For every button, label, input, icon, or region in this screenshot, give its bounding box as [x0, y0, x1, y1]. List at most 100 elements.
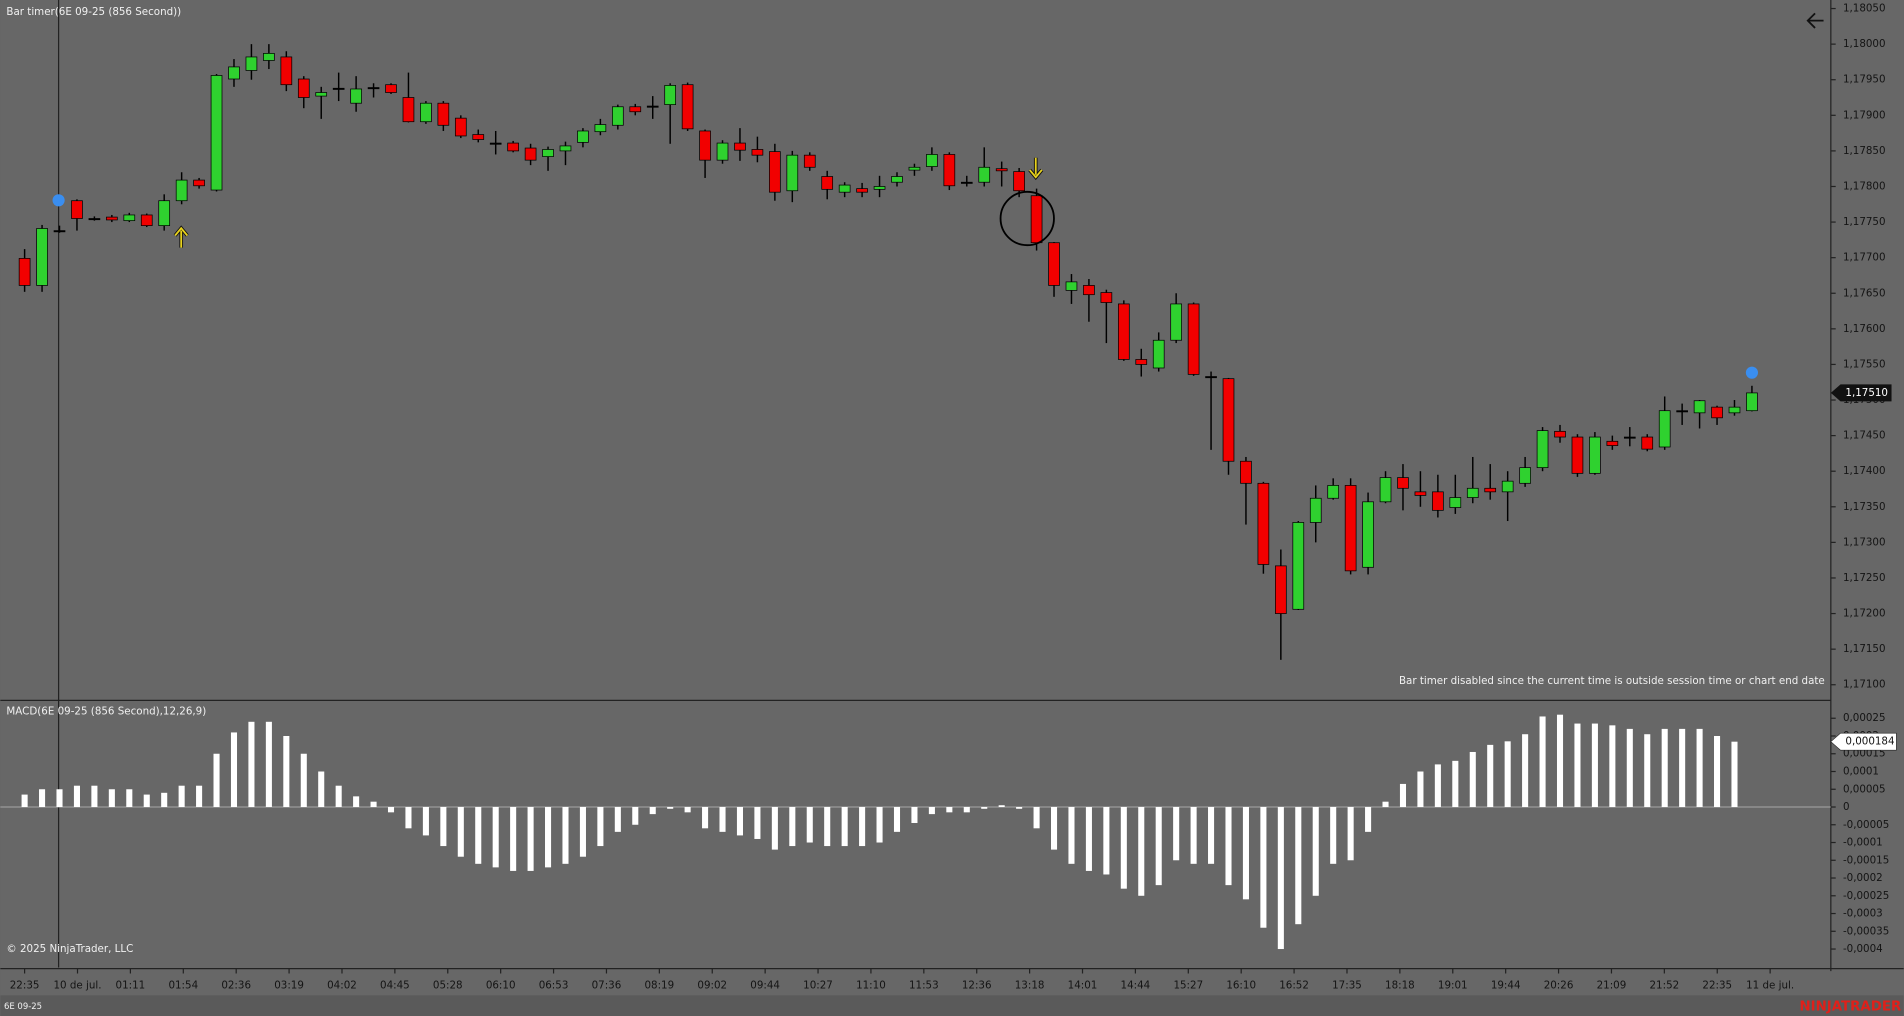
macd-bar [1016, 807, 1023, 809]
x-tick-label: 04:02 [327, 980, 357, 992]
candle-body [646, 105, 659, 108]
candle-body [297, 78, 310, 98]
macd-bar [283, 735, 290, 808]
macd-bar [1714, 735, 1721, 808]
candle-body [908, 166, 921, 171]
candle-body [1030, 195, 1043, 244]
macd-bar [841, 807, 848, 847]
y-tick-label: -0,0003 [1843, 908, 1883, 920]
macd-bar [440, 807, 447, 847]
macd-bar [1574, 723, 1581, 808]
macd-bar [1050, 807, 1058, 850]
x-tick-label: 06:53 [539, 980, 569, 992]
candle-body [1222, 378, 1235, 462]
candle-body [437, 102, 450, 126]
macd-bar [73, 785, 80, 808]
candle-body [769, 151, 781, 193]
macd-bar [161, 792, 168, 808]
x-tick-label: 02:36 [221, 980, 251, 992]
x-tick-label: 19:44 [1491, 980, 1521, 992]
copyright: © 2025 NinjaTrader, LLC [6, 943, 133, 955]
candle-body [402, 97, 415, 123]
candle-body [1536, 430, 1549, 469]
macd-bar [1347, 807, 1354, 861]
candle-body [1187, 303, 1200, 375]
candle-body [420, 102, 432, 123]
macd-bar [265, 721, 272, 808]
candle-body [1327, 485, 1340, 499]
candle-body [1083, 285, 1095, 296]
macd-bar [771, 807, 778, 850]
macd-bar [754, 807, 761, 839]
macd-bar [1312, 807, 1319, 896]
candle-body [664, 85, 677, 105]
x-tick-label: 11:10 [856, 980, 886, 992]
price-marker [1830, 384, 1892, 402]
candle-body [1693, 400, 1706, 414]
y-tick-label: 0,00015 [1843, 748, 1886, 760]
macd-bar [353, 796, 360, 808]
x-tick-label: 16:10 [1226, 980, 1256, 992]
macd-bar [527, 807, 534, 871]
candle-body [1432, 491, 1444, 511]
macd-bar [422, 807, 429, 836]
candle-body [1484, 487, 1497, 493]
y-tick-label: 1,17800 [1843, 180, 1886, 192]
macd-bar [1225, 807, 1232, 886]
macd-bar [614, 807, 621, 832]
back-button[interactable] [1806, 12, 1824, 29]
macd-bar [300, 753, 307, 808]
macd-bar [1417, 771, 1424, 808]
notice: Bar timer disabled since the current tim… [1399, 675, 1825, 687]
y-tick-label: 1,17450 [1843, 430, 1886, 442]
y-tick-label: 1,17600 [1843, 323, 1886, 335]
macd-bar [1103, 807, 1110, 875]
y-tick-label: 0 [1843, 801, 1850, 813]
candle-body [873, 186, 886, 190]
candle-body [1344, 485, 1357, 572]
candle-body [926, 154, 938, 167]
candle-body [960, 181, 973, 184]
candle-body [803, 154, 816, 168]
macd-bar [1731, 741, 1738, 808]
macd-bar [702, 807, 709, 829]
candle-body [1571, 436, 1584, 474]
macd-bar [492, 807, 499, 868]
macd-bar [1155, 807, 1162, 886]
macd-bar [318, 771, 325, 808]
candle-body [1275, 565, 1287, 614]
y-tick-label: 1,17300 [1843, 536, 1886, 548]
macd-bar [405, 807, 412, 829]
candle-body [507, 142, 519, 152]
x-tick-label: 04:45 [380, 980, 410, 992]
x-tick-label: 22:35 [1702, 980, 1732, 992]
candle-body [1170, 303, 1182, 341]
candle-body [158, 200, 171, 227]
y-tick-label: 1,17900 [1843, 109, 1886, 121]
x-tick-label: 06:10 [486, 980, 516, 992]
x-tick-label: 14:01 [1068, 980, 1098, 992]
candle-body [1589, 436, 1601, 474]
candle-body [542, 149, 554, 157]
macd-bar [1208, 807, 1215, 864]
macd-bar [545, 807, 552, 868]
candle-body [524, 147, 537, 161]
macd-bar [1033, 807, 1040, 829]
candle-body [751, 149, 764, 156]
x-tick-label: 19:01 [1438, 980, 1468, 992]
macd-bar [719, 807, 726, 832]
candle-body [18, 258, 31, 286]
x-tick-label: 21:09 [1597, 980, 1627, 992]
x-tick-label: 08:19 [645, 980, 675, 992]
macd-bar [56, 789, 63, 808]
macd-bar [1173, 807, 1180, 861]
y-tick-label: 0,00005 [1843, 783, 1886, 795]
macd-bar [178, 785, 185, 808]
candle-body [36, 228, 48, 286]
macd-bar [911, 807, 918, 823]
candle-body [228, 66, 240, 80]
x-tick-label: 11 de jul. [1746, 980, 1794, 992]
macd-bar [1487, 744, 1494, 808]
candle-body [1449, 497, 1462, 508]
y-tick-label: 1,17250 [1843, 572, 1886, 584]
